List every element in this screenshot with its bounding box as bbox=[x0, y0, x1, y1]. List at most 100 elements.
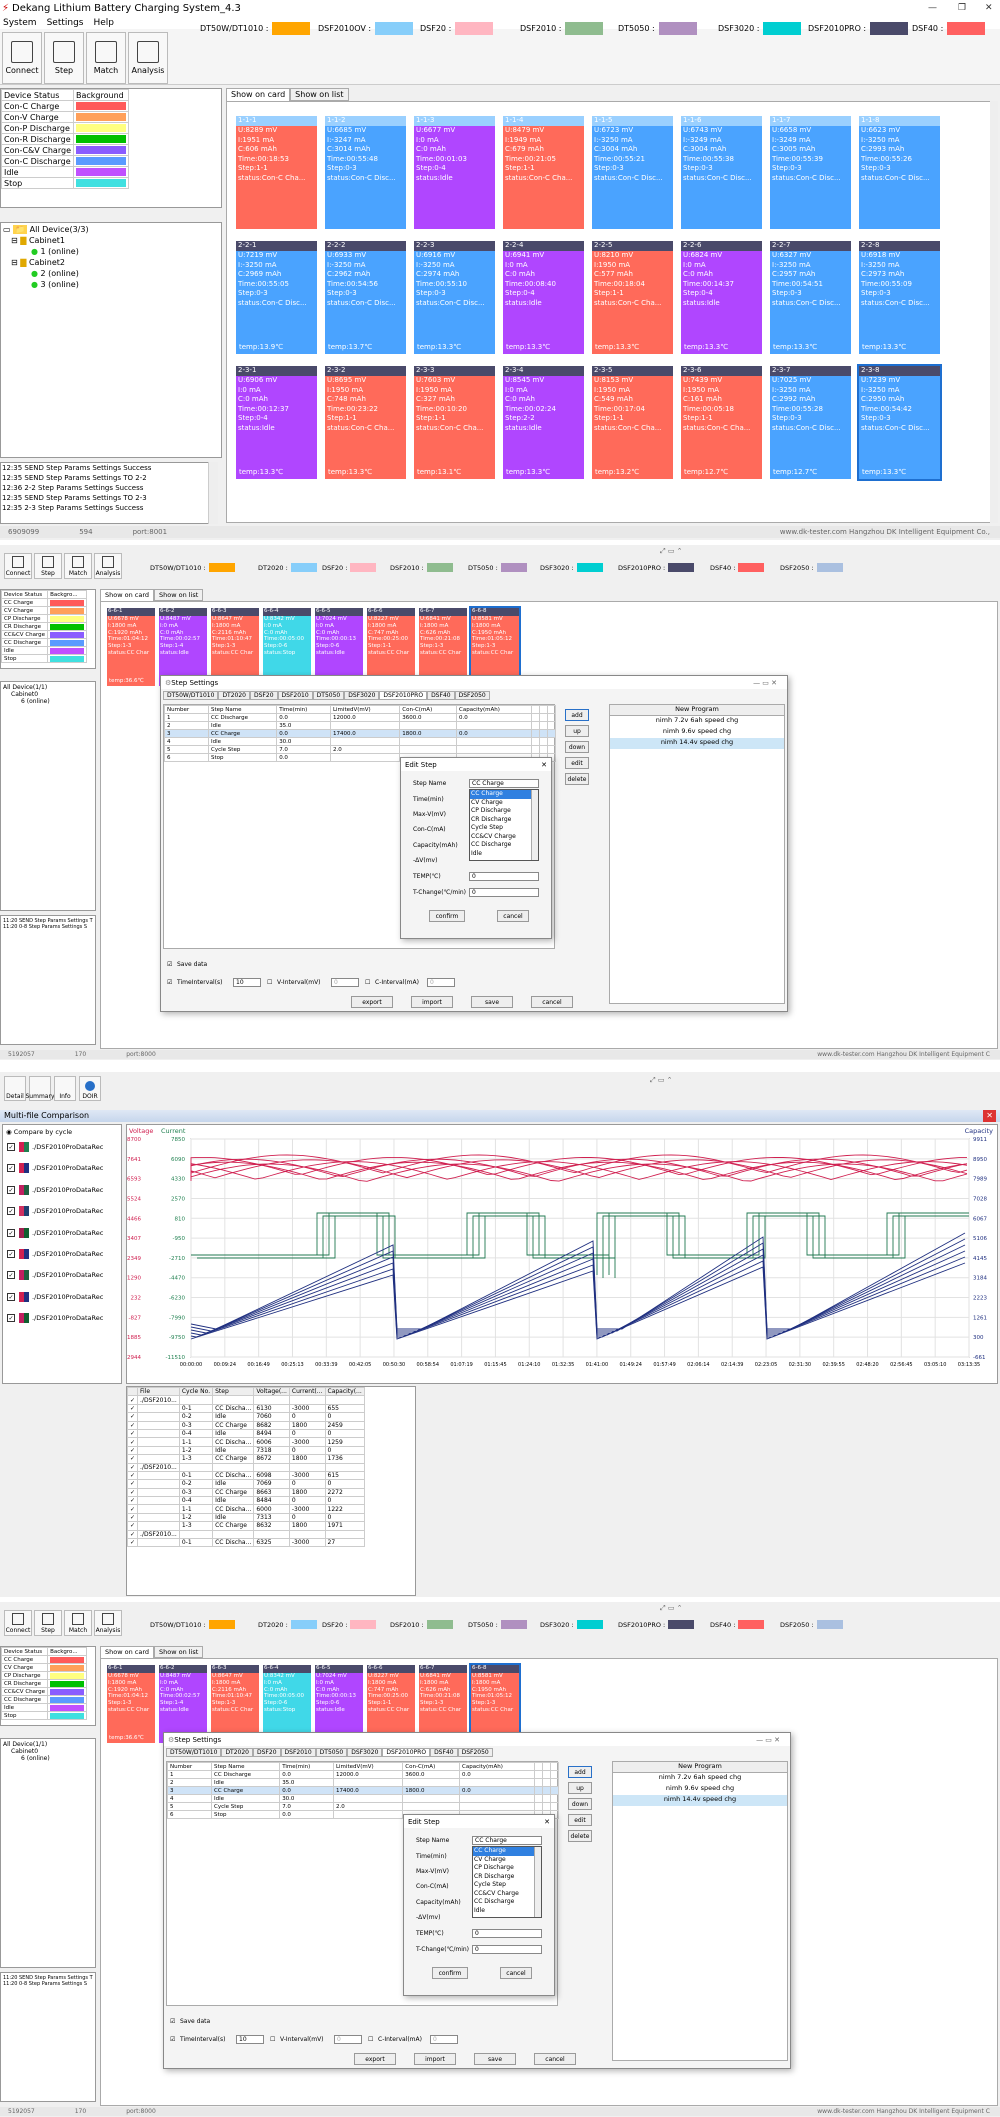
connect-button[interactable]: Connect bbox=[2, 32, 42, 84]
table-row[interactable]: 1 CC Discharge 0.0 12000.0 3600.0 0.0 bbox=[166, 1770, 560, 1779]
table-cell[interactable]: ✓ bbox=[127, 1445, 139, 1456]
table-cell[interactable]: ✓ bbox=[127, 1470, 139, 1481]
tree-device-2[interactable]: ● 2 (online) bbox=[31, 269, 79, 278]
table-row[interactable]: ✓ 0-3 CC Charge 8663 1800 2272 bbox=[127, 1487, 365, 1498]
time-interval-checkbox[interactable]: ☑ bbox=[167, 979, 173, 986]
file-checkbox[interactable]: ✓ bbox=[7, 1143, 15, 1151]
file-checkbox[interactable]: ✓ bbox=[7, 1292, 15, 1301]
tab-show-on-list[interactable]: Show on list bbox=[154, 589, 204, 601]
dropdown-option[interactable]: CC Discharge bbox=[471, 841, 512, 848]
device-type-tab[interactable]: DSF3020 bbox=[347, 1748, 383, 1757]
table-cell[interactable]: ✓ bbox=[127, 1487, 139, 1498]
battery-card[interactable]: 6-6-4 U:8342 mV I:0 mA C:0 mAh Time:00:05:00… bbox=[263, 608, 311, 686]
dropdown-option[interactable]: CC&CV Charge bbox=[474, 1889, 519, 1897]
table-row[interactable]: ✓ 0-1 CC Discha... 6130 -3000 655 bbox=[127, 1403, 365, 1414]
battery-card[interactable]: 2-3-4 U:8545 mV I:0 mA C:0 mAh Time:00:02:24… bbox=[503, 366, 584, 479]
table-cell[interactable]: ✓ bbox=[127, 1454, 139, 1464]
analysis-button[interactable]: Analysis bbox=[94, 553, 122, 579]
tab-show-on-list[interactable]: Show on list bbox=[154, 1646, 204, 1658]
save-data-checkbox[interactable]: ☑ bbox=[167, 961, 173, 968]
table-row[interactable]: 2 Idle 35.0 bbox=[166, 1778, 560, 1787]
edit-button[interactable]: edit bbox=[565, 757, 589, 769]
table-row[interactable]: 5 Cycle Step 7.0 2.0 bbox=[166, 1802, 560, 1811]
step-button[interactable]: Step bbox=[44, 32, 84, 84]
table-row[interactable]: ✓ 0-3 CC Charge 8682 1800 2459 bbox=[127, 1420, 365, 1430]
import-button[interactable]: import bbox=[414, 2053, 456, 2065]
file-item[interactable]: ✓ ./DSF2010ProDataRec bbox=[7, 1162, 103, 1174]
dialog-window-controls[interactable]: — ▭ ✕ bbox=[756, 1735, 780, 1744]
restore-icon[interactable]: ⤢ ▭ ⌃ bbox=[660, 547, 683, 555]
table-row[interactable]: 1 CC Discharge 0.0 12000.0 3600.0 0.0 bbox=[163, 713, 557, 722]
compare-by-cycle-radio[interactable]: ◉ Compare by cycle bbox=[6, 1128, 73, 1136]
file-item[interactable]: ✓ ./DSF2010ProDataRec bbox=[7, 1205, 103, 1217]
analysis-button[interactable]: Analysis bbox=[94, 1610, 122, 1636]
program-item[interactable]: nimh 14.4v speed chg bbox=[613, 1795, 787, 1806]
dropdown-option[interactable]: CR Discharge bbox=[471, 815, 512, 823]
battery-card[interactable]: 6-6-6 U:8227 mV I:1800 mA C:747 mAh Time:00:… bbox=[367, 1665, 415, 1743]
battery-card[interactable]: 2-2-5 U:8210 mV I:1950 mA C:577 mAh Time:00:… bbox=[592, 241, 673, 354]
table-row[interactable]: ✓ 0-2 Idle 7060 0 0 bbox=[127, 1412, 365, 1422]
cancel-button[interactable]: cancel bbox=[500, 1967, 532, 1979]
battery-card[interactable]: 1-1-3 U:6677 mV I:0 mA C:0 mAh Time:00:01:03… bbox=[414, 116, 495, 229]
battery-card[interactable]: 2-3-3 U:7603 mV I:1950 mA C:327 mAh Time:00:… bbox=[414, 366, 495, 479]
dropdown-option[interactable]: CV Charge bbox=[471, 798, 503, 806]
battery-card[interactable]: 6-6-8 U:8581 mV I:1800 mA C:1950 mAh Time:01… bbox=[469, 1663, 521, 1745]
table-row[interactable]: 3 CC Charge 0.0 17400.0 1800.0 0.0 bbox=[166, 1786, 560, 1795]
device-type-tab[interactable]: DT2020 bbox=[218, 691, 250, 700]
c-interval-input[interactable]: 0 bbox=[430, 2035, 458, 2044]
battery-card[interactable]: 6-6-6 U:8227 mV I:1800 mA C:747 mAh Time:00:… bbox=[367, 608, 415, 686]
file-checkbox[interactable]: ✓ bbox=[7, 1207, 15, 1216]
step-button[interactable]: Step bbox=[34, 553, 62, 579]
dropdown-option[interactable]: CC Charge bbox=[470, 790, 538, 799]
v-interval-input[interactable]: 0 bbox=[331, 978, 359, 987]
table-row[interactable]: 4 Idle 30.0 bbox=[163, 737, 557, 746]
table-cell[interactable]: ✓ bbox=[127, 1395, 139, 1405]
table-cell[interactable]: ✓ bbox=[127, 1403, 139, 1414]
confirm-button[interactable]: confirm bbox=[429, 910, 465, 922]
battery-card[interactable]: 6-6-1 U:6678 mV I:1800 mA C:1920 mAh Time:01… bbox=[107, 1665, 155, 1743]
add-button[interactable]: add bbox=[568, 1766, 592, 1778]
program-item[interactable]: nimh 7.2v 6ah speed chg bbox=[655, 716, 739, 724]
table-row[interactable]: ✓ ./DSF2010... bbox=[127, 1529, 365, 1540]
device-type-tab[interactable]: DSF2010 bbox=[280, 1748, 316, 1757]
dropdown-option[interactable]: Cycle Step bbox=[471, 824, 503, 831]
table-row[interactable]: ✓ 1-1 CC Discha... 6006 -3000 1259 bbox=[127, 1437, 365, 1447]
tree-device[interactable]: 6 (online) bbox=[21, 698, 50, 705]
table-row[interactable]: ✓ 1-2 Idle 7318 0 0 bbox=[127, 1445, 365, 1456]
table-row[interactable]: ✓ 1-3 CC Charge 8632 1800 1971 bbox=[127, 1521, 365, 1531]
cancel-button[interactable]: cancel bbox=[497, 910, 529, 922]
close-icon[interactable]: ✕ bbox=[541, 760, 547, 769]
down-button[interactable]: down bbox=[565, 741, 589, 753]
dropdown-option[interactable]: CP Discharge bbox=[471, 807, 511, 814]
close-button[interactable]: ✕ bbox=[985, 3, 993, 13]
minimize-button[interactable]: — bbox=[928, 3, 937, 13]
tab-show-on-card[interactable]: Show on card bbox=[100, 1646, 155, 1658]
dropdown-option[interactable]: Idle bbox=[471, 849, 482, 857]
c-interval-checkbox[interactable]: ☐ bbox=[365, 979, 371, 986]
device-type-tab[interactable]: DSF2010PRO bbox=[379, 691, 428, 700]
log-scrollbar[interactable] bbox=[208, 462, 218, 524]
table-row[interactable]: ✓ 1-1 CC Discha... 6000 -3000 1222 bbox=[127, 1504, 365, 1514]
summary-button[interactable]: Summary bbox=[26, 1076, 55, 1101]
device-type-tab[interactable]: DSF20 bbox=[250, 691, 278, 700]
table-cell[interactable]: ✓ bbox=[127, 1529, 139, 1540]
cancel-button[interactable]: cancel bbox=[534, 2053, 576, 2065]
battery-card[interactable]: 6-6-5 U:7024 mV I:0 mA C:0 mAh Time:00:00:13… bbox=[315, 608, 363, 686]
device-type-tab[interactable]: DT5050 bbox=[315, 1748, 348, 1757]
battery-card[interactable]: 6-6-3 U:8647 mV I:1800 mA C:2116 mAh Time:01… bbox=[211, 1665, 259, 1743]
table-cell[interactable]: ✓ bbox=[127, 1504, 139, 1514]
table-row[interactable]: ✓ 0-1 CC Discha... 6098 -3000 615 bbox=[127, 1470, 365, 1481]
save-data-checkbox[interactable]: ☑ bbox=[170, 2018, 176, 2025]
battery-card[interactable]: 6-6-2 U:8487 mV I:0 mA C:0 mAh Time:00:02:57… bbox=[159, 1665, 207, 1743]
dropdown-option[interactable]: CC Charge bbox=[473, 1847, 541, 1856]
tree-device-3[interactable]: ● 3 (online) bbox=[31, 280, 79, 289]
battery-card[interactable]: 6-6-1 U:6678 mV I:1800 mA C:1920 mAh Time:01… bbox=[107, 608, 155, 686]
time-interval-input[interactable]: 10 bbox=[233, 978, 261, 987]
v-interval-checkbox[interactable]: ☐ bbox=[267, 979, 273, 986]
close-icon[interactable]: ✕ bbox=[544, 1817, 550, 1826]
comparison-close-button[interactable]: ✕ bbox=[983, 1110, 996, 1122]
tab-show-on-card[interactable]: Show on card bbox=[226, 88, 291, 101]
table-cell[interactable]: ✓ bbox=[127, 1420, 139, 1430]
edit-button[interactable]: edit bbox=[568, 1814, 592, 1826]
tree-root[interactable]: All Device(1/1) bbox=[3, 684, 48, 691]
